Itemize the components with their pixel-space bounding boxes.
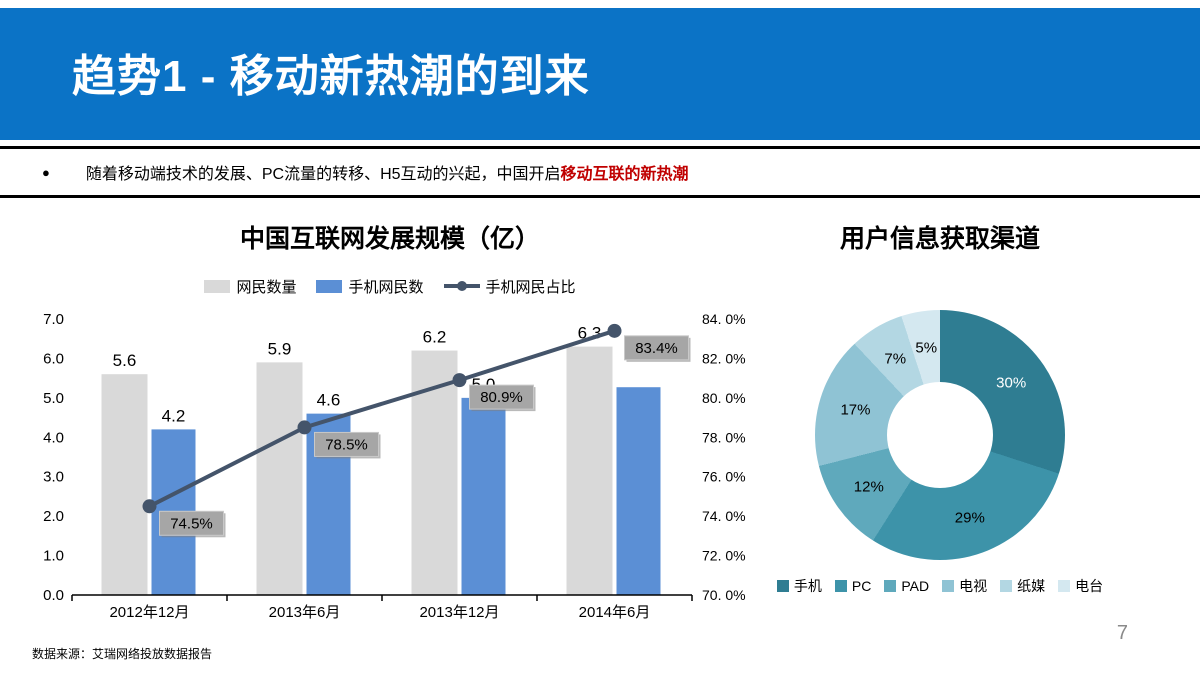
right-axis-tick: 72. 0% [702, 548, 746, 564]
right-axis-tick: 78. 0% [702, 429, 746, 445]
legend-swatch [884, 580, 897, 592]
legend-item: PC [834, 578, 872, 594]
bar-total-label: 5.9 [268, 339, 292, 358]
legend-label: PAD [901, 578, 930, 594]
bar-total-label: 5.6 [113, 351, 137, 370]
combo-chart-legend: 网民数量 手机网民数 手机网民占比 [30, 276, 750, 297]
left-axis-tick: 7.0 [43, 311, 64, 328]
pct-label: 83.4% [635, 340, 678, 357]
pct-label: 74.5% [170, 515, 213, 532]
combo-chart-section: 中国互联网发展规模（亿） 网民数量 手机网民数 手机网民占比 7.0 6.0 5.0 4.… [30, 203, 750, 637]
left-axis-tick: 6.0 [43, 350, 64, 367]
legend-label: PC [851, 578, 872, 594]
category-label: 2013年6月 [269, 604, 341, 621]
left-axis-tick: 0.0 [43, 587, 64, 604]
legend-label: 纸媒 [1017, 578, 1046, 594]
bar-mobile [461, 397, 506, 595]
category-label: 2012年12月 [109, 604, 189, 621]
legend-swatch [316, 279, 343, 293]
combo-chart-title: 中国互联网发展规模（亿） [239, 225, 540, 253]
bar-mobile-label: 4.6 [317, 391, 341, 410]
pct-marker [607, 323, 622, 338]
slice-label: 29% [954, 509, 985, 527]
left-axis-tick: 4.0 [43, 429, 64, 446]
donut-hole [887, 382, 993, 488]
legend-item: 手机网民数 [316, 276, 424, 297]
pct-line [148, 328, 616, 509]
slice-label: 30% [996, 374, 1027, 392]
pct-marker [297, 420, 312, 435]
slice-label: 7% [884, 350, 907, 368]
legend-swatch [204, 279, 231, 293]
legend-item: 电视 [942, 576, 987, 596]
pct-label: 80.9% [480, 389, 523, 406]
bullet-text-normal: 随着移动端技术的发展、PC流量的转移、H5互动的兴起，中国开启 [85, 166, 561, 183]
left-axis-tick: 5.0 [43, 390, 64, 407]
slide-header: 趋势1 - 移动新热潮的到来 [0, 8, 1200, 140]
legend-line-dot [456, 281, 467, 291]
legend-item: PAD [884, 578, 929, 594]
category-label: 2014年6月 [579, 604, 651, 621]
legend-label: 手机 [793, 578, 822, 594]
legend-item: 纸媒 [1000, 576, 1045, 596]
legend-label: 电台 [1075, 578, 1104, 594]
legend-label: 电视 [959, 578, 988, 594]
legend-swatch [942, 580, 955, 592]
legend-swatch [834, 580, 847, 592]
legend-line-swatch [443, 281, 480, 291]
legend-item: 手机 [776, 576, 822, 596]
pct-label-box [624, 335, 689, 361]
left-axis-tick: 2.0 [43, 508, 64, 525]
slide-title: 趋势1 - 移动新热潮的到来 [72, 52, 590, 101]
legend-swatch [1058, 580, 1071, 592]
legend-label: 手机网民占比 [485, 278, 576, 296]
bullet-strip: ● 随着移动端技术的发展、PC流量的转移、H5互动的兴起，中国开启移动互联的新热… [0, 146, 1200, 198]
right-axis-tick: 76. 0% [702, 469, 746, 485]
pct-label-box [159, 510, 224, 536]
bullet-icon: ● [42, 164, 50, 180]
legend-label: 手机网民数 [348, 278, 424, 296]
legend-item: 手机网民占比 [443, 276, 576, 297]
right-axis-tick: 80. 0% [702, 390, 746, 406]
legend-item: 电台 [1058, 576, 1103, 596]
bullet-text-highlight: 移动互联的新热潮 [560, 166, 689, 183]
right-axis-tick: 82. 0% [702, 350, 746, 366]
data-source: 数据来源：艾瑞网络投放数据报告 [32, 647, 213, 661]
donut-chart-legend: 手机 PC PAD 电视 纸媒 电台 [760, 576, 1120, 596]
category-label: 2013年12月 [419, 604, 499, 621]
bar-total [101, 374, 148, 595]
legend-item: 网民数量 [204, 276, 296, 297]
right-axis-tick: 74. 0% [702, 508, 746, 524]
bar-total-label: 6.2 [423, 328, 447, 347]
bullet-text: 随着移动端技术的发展、PC流量的转移、H5互动的兴起，中国开启移动互联的新热潮 [86, 160, 689, 184]
right-axis-tick: 84. 0% [702, 311, 746, 327]
slice-label: 12% [853, 478, 884, 496]
bar-total [256, 362, 303, 595]
pct-marker [452, 373, 467, 388]
donut-chart-section: 用户信息获取渠道 30% 29% 12% 17% 7% 5% 手机 PC PAD 电视 纸媒 电台 [760, 203, 1120, 596]
right-axis-tick: 70. 0% [702, 587, 746, 603]
legend-swatch [776, 580, 789, 592]
legend-swatch [1000, 580, 1013, 592]
bar-mobile [616, 387, 661, 595]
slice-label: 17% [840, 401, 871, 419]
slice-label: 5% [915, 339, 938, 357]
donut-chart: 30% 29% 12% 17% 7% 5% [815, 310, 1065, 560]
pct-label: 78.5% [325, 436, 368, 453]
pct-label-box [314, 431, 379, 457]
pct-label-box [469, 384, 534, 410]
left-axis-tick: 3.0 [43, 469, 64, 486]
legend-label: 网民数量 [236, 278, 297, 296]
left-axis-tick: 1.0 [43, 548, 64, 565]
bar-total [566, 346, 613, 595]
page-number: 7 [1116, 622, 1128, 644]
donut-chart-title: 用户信息获取渠道 [839, 225, 1040, 253]
combo-chart: 7.0 6.0 5.0 4.0 3.0 2.0 1.0 0.0 84. 0% 82. 0% 80. … [43, 311, 746, 621]
pct-marker [142, 499, 157, 514]
bar-mobile-label: 4.2 [162, 406, 186, 425]
